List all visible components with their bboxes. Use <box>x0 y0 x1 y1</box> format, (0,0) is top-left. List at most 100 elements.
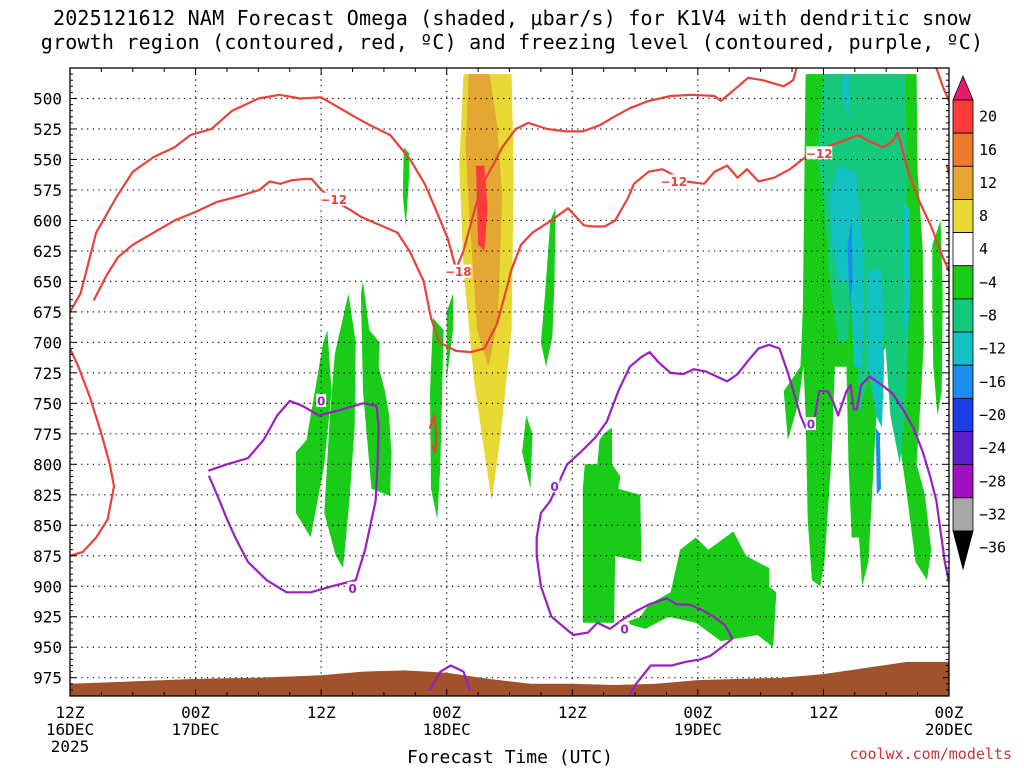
y-tick-label-575: 575 <box>33 181 62 200</box>
omega-region-14 <box>446 293 453 379</box>
y-tick-label-600: 600 <box>33 211 62 230</box>
omega-region-22 <box>932 220 943 416</box>
x-tick-label-36: 00Z <box>432 703 461 722</box>
colorbar-label-9: −20 <box>979 406 1006 424</box>
x-tick-date-36: 18DEC <box>423 720 471 739</box>
freezing-contour-3 <box>549 343 949 588</box>
x-tick-label-48: 12Z <box>558 703 587 722</box>
omega-region-11 <box>360 281 392 496</box>
contour-labels: −12 −18 −12 −12 0 0 0 0 0 <box>316 146 833 636</box>
chart-title-line-1: 2025121612 NAM Forecast Omega (shaded, μ… <box>52 6 972 30</box>
y-tick-label-825: 825 <box>33 486 62 505</box>
x-tick-label-24: 12Z <box>307 703 336 722</box>
y-tick-label-975: 975 <box>33 669 62 688</box>
contour-label-bg-7 <box>619 621 630 635</box>
contour-label-bg-5 <box>347 581 358 595</box>
colorbar-label-12: −32 <box>979 505 1006 523</box>
contour-label-bg-4 <box>316 393 327 407</box>
omega-region-1 <box>81 74 92 105</box>
colorbar-label-3: 8 <box>979 207 988 225</box>
contour-label-0: −12 <box>320 193 347 207</box>
y-tick-label-800: 800 <box>33 455 62 474</box>
colorbar-segment-5 <box>952 265 974 300</box>
y-tick-label-875: 875 <box>33 547 62 566</box>
x-tick-date-84: 20DEC <box>925 720 973 739</box>
omega-region-5 <box>626 74 638 93</box>
dendritic-growth-contours <box>70 68 949 557</box>
colorbar-segment-0 <box>952 99 974 134</box>
dendritic-contour-2 <box>92 131 949 354</box>
dendritic-contour-0 <box>70 68 798 313</box>
contour-label-6: 0 <box>550 480 558 494</box>
colorbar-label-7: −12 <box>979 340 1006 358</box>
x-tick-label-72: 12Z <box>809 703 838 722</box>
x-tick-label-60: 00Z <box>683 703 712 722</box>
omega-region-30 <box>875 427 881 495</box>
axes <box>69 67 950 697</box>
colorbar-label-6: −8 <box>979 307 997 325</box>
omega-region-8 <box>476 165 488 251</box>
y-tick-label-850: 850 <box>33 516 62 535</box>
y-tick-label-725: 725 <box>33 364 62 383</box>
colorbar-segment-7 <box>952 331 974 366</box>
y-tick-label-925: 925 <box>33 608 62 627</box>
freezing-contour-0 <box>208 399 380 594</box>
x-axis-title: Forecast Time (UTC) <box>407 747 613 768</box>
chart-title: 2025121612 NAM Forecast Omega (shaded, μ… <box>0 6 1024 54</box>
omega-region-27 <box>903 202 911 343</box>
freezing-contour-2 <box>535 499 734 696</box>
colorbar-bottom-arrow <box>952 530 974 571</box>
omega-region-0 <box>72 147 100 343</box>
y-tick-label-775: 775 <box>33 425 62 444</box>
colorbar-top-arrow <box>952 74 974 101</box>
colorbar-label-8: −16 <box>979 373 1006 391</box>
contour-label-bg-3 <box>806 146 833 160</box>
omega-region-17 <box>540 208 556 367</box>
omega-region-25 <box>829 165 865 367</box>
colorbar-label-10: −24 <box>979 439 1006 457</box>
colorbar-label-11: −28 <box>979 472 1006 490</box>
omega-region-3 <box>322 74 328 90</box>
omega-region-13 <box>430 318 444 520</box>
plot-area: −12 −18 −12 −12 0 0 0 0 0 <box>70 68 949 696</box>
omega-region-29 <box>847 220 853 306</box>
colorbar-segment-3 <box>952 199 974 233</box>
colorbar-segment-2 <box>952 165 974 200</box>
y-tick-label-750: 750 <box>33 394 62 413</box>
contour-label-5: 0 <box>348 582 356 596</box>
contour-label-3: −12 <box>806 147 833 161</box>
freezing-contour-1 <box>428 664 471 692</box>
contour-label-bg-6 <box>549 479 560 493</box>
omega-region-2 <box>337 74 383 154</box>
dendritic-contour-4 <box>935 68 949 179</box>
omega-region-18 <box>522 415 533 489</box>
omega-region-16 <box>624 531 777 648</box>
y-tick-label-525: 525 <box>33 120 62 139</box>
contour-label-bg-1 <box>445 264 472 278</box>
terrain-layer <box>70 661 949 696</box>
contour-label-7: 0 <box>620 622 628 636</box>
colorbar-segment-8 <box>952 364 974 399</box>
y-tick-label-700: 700 <box>33 333 62 352</box>
dendritic-contour-1 <box>70 347 116 557</box>
contour-label-8: 0 <box>807 418 815 432</box>
terrain-fill <box>70 661 949 696</box>
y-tick-label-550: 550 <box>33 150 62 169</box>
colorbar-segment-6 <box>952 298 974 333</box>
colorbar-label-2: 12 <box>979 174 997 192</box>
omega-region-26 <box>867 269 885 428</box>
x-tick-label-0: 12Z <box>56 703 85 722</box>
omega-region-12 <box>402 147 409 227</box>
omega-region-9 <box>324 293 356 568</box>
colorbar-segment-1 <box>952 132 974 167</box>
dendritic-contour-3 <box>428 414 438 454</box>
colorbar-label-1: 16 <box>979 141 997 159</box>
contour-label-bg-8 <box>805 417 816 431</box>
contour-label-2: −12 <box>660 175 687 189</box>
colorbar-segment-9 <box>952 397 974 432</box>
colorbar-segment-10 <box>952 431 974 466</box>
contour-label-1: −18 <box>445 265 472 279</box>
y-tick-label-500: 500 <box>33 89 62 108</box>
